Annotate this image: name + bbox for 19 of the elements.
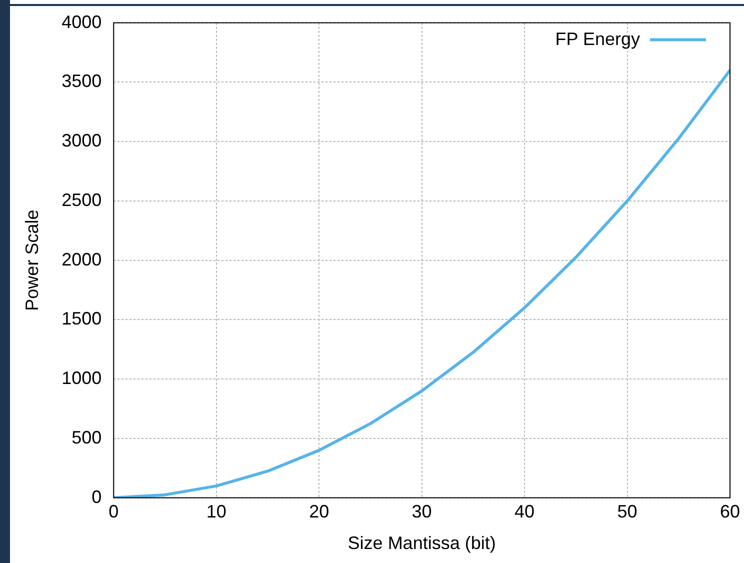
x-tick-label: 0	[108, 502, 119, 522]
y-tick-label: 2000	[62, 249, 102, 270]
x-axis-title: Size Mantissa (bit)	[348, 533, 496, 554]
y-tick-label: 1500	[62, 308, 102, 329]
y-tick-label: 3000	[62, 130, 102, 151]
y-tick-label: 1000	[62, 368, 102, 388]
y-tick-label: 2500	[62, 190, 102, 210]
x-tick-label: 20	[309, 502, 330, 522]
y-tick-label: 4000	[62, 12, 102, 32]
x-tick-label: 30	[412, 502, 432, 522]
x-tick-label: 10	[206, 502, 226, 522]
x-tick-label: 60	[720, 502, 740, 522]
legend-label: FP Energy	[555, 28, 640, 49]
x-tick-label: 40	[514, 502, 535, 522]
y-tick-label: 3500	[62, 71, 102, 92]
x-tick-label: 50	[617, 502, 638, 522]
y-axis-title: Power Scale	[22, 210, 42, 311]
y-tick-label: 0	[92, 486, 102, 507]
y-tick-label: 500	[72, 427, 102, 448]
